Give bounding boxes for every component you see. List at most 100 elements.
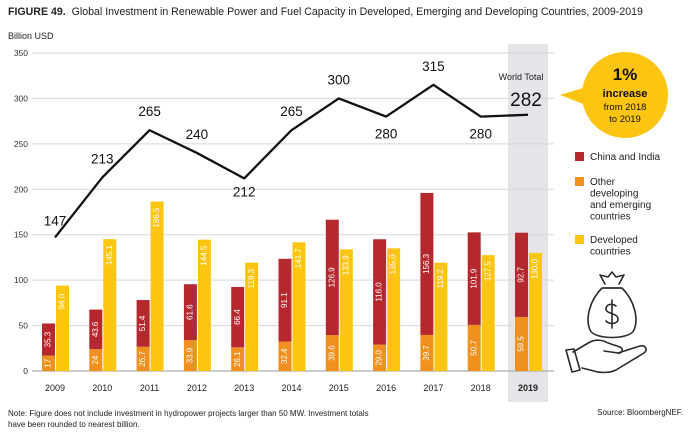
bar-china-india	[183, 284, 197, 341]
bar-china-india	[278, 258, 292, 342]
callout-line: to 2019	[609, 114, 641, 125]
callout-line: from 2018	[604, 102, 647, 113]
x-tick-label: 2019	[518, 383, 538, 393]
callout-percent: 1%	[613, 65, 638, 84]
hand-path	[572, 339, 647, 374]
y-tick-label: 50	[19, 321, 29, 331]
data-label: 24	[91, 355, 100, 364]
data-label: 94.0	[58, 293, 67, 309]
world-total-line	[54, 83, 529, 239]
legend-swatch	[575, 152, 584, 161]
legend-label: developing	[590, 189, 638, 200]
total-label: 315	[422, 59, 445, 74]
total-label: 240	[186, 127, 209, 142]
data-label: 127.5	[483, 261, 492, 282]
data-label: 119.2	[436, 268, 445, 288]
data-label: 26.1	[233, 351, 242, 367]
data-label: 135.0	[389, 254, 398, 275]
legend-label: countries	[590, 212, 631, 223]
x-tick-label: 2012	[187, 383, 207, 393]
dollar-sign	[605, 299, 619, 329]
bar-developed	[339, 249, 353, 371]
bar-china-india	[136, 300, 150, 347]
bar-china-india	[89, 309, 103, 350]
data-label: 29.0	[375, 349, 384, 365]
x-tick-label: 2013	[234, 383, 254, 393]
legend-swatch	[575, 177, 584, 186]
bar-developed	[245, 262, 259, 371]
bar-other-developing	[136, 346, 150, 371]
bar-other-developing	[278, 341, 292, 371]
hand-cuff	[565, 348, 581, 373]
legend-swatch	[575, 235, 584, 244]
total-label: 213	[91, 151, 114, 166]
total-label: 300	[328, 72, 351, 87]
data-label: 186.5	[152, 207, 161, 228]
legend-label: China and India	[590, 152, 660, 163]
data-label: 43.6	[91, 321, 100, 337]
bar-other-developing	[231, 347, 245, 371]
bar-other-developing	[420, 334, 434, 371]
hand-icon	[565, 339, 647, 374]
data-label: 145.1	[105, 245, 114, 266]
world-total-value: 282	[510, 90, 542, 111]
bar-developed	[56, 285, 69, 371]
data-label: 66.4	[233, 309, 242, 325]
data-label: 92.7	[517, 266, 526, 282]
legend-label: and emerging	[590, 200, 651, 211]
data-label: 126.9	[327, 267, 336, 288]
data-label: 116.0	[375, 282, 384, 302]
bar-developed	[197, 239, 211, 371]
data-label: 144.5	[200, 245, 209, 266]
y-tick-label: 250	[14, 139, 28, 149]
data-label: 156.3	[422, 253, 431, 274]
data-label: 26.7	[138, 351, 147, 367]
bar-other-developing	[325, 335, 339, 371]
bar-developed	[103, 239, 117, 371]
bag-body	[587, 287, 637, 339]
x-tick-label: 2014	[281, 383, 301, 393]
x-tick-label: 2009	[45, 383, 65, 393]
x-tick-label: 2016	[376, 383, 396, 393]
total-label: 265	[138, 104, 161, 119]
bag-tie	[599, 271, 625, 289]
bar-china-india	[467, 232, 481, 325]
data-label: 101.9	[469, 268, 478, 289]
data-label: 35.3	[44, 331, 53, 347]
data-label: 51.4	[138, 315, 147, 331]
total-label: 147	[44, 213, 67, 228]
bar-other-developing	[183, 340, 197, 371]
y-tick-label: 200	[14, 184, 28, 194]
bar-other-developing	[373, 344, 387, 371]
bar-china-india	[42, 323, 55, 356]
bar-china-india	[515, 232, 528, 317]
total-label: 212	[233, 184, 256, 199]
bar-china-india	[373, 239, 387, 345]
data-label: 32.4	[280, 348, 289, 364]
bar-developed	[150, 201, 164, 371]
total-label: 265	[280, 104, 303, 119]
total-label: 280	[375, 127, 398, 142]
bar-china-india	[420, 192, 434, 335]
figure-label: FIGURE 49.	[8, 6, 66, 18]
bar-other-developing	[515, 316, 528, 371]
figure-title: Global Investment in Renewable Power and…	[71, 6, 643, 18]
y-axis-unit: Billion USD	[8, 31, 54, 41]
legend-label: countries	[590, 247, 631, 258]
data-label: 59.5	[517, 336, 526, 352]
data-label: 130.0	[531, 258, 540, 279]
x-tick-label: 2015	[329, 383, 349, 393]
y-tick-label: 300	[14, 93, 28, 103]
data-label: 141.7	[294, 248, 303, 269]
callout-pointer	[560, 87, 586, 105]
x-tick-label: 2010	[92, 383, 112, 393]
data-label: 39.6	[327, 345, 336, 361]
x-tick-label: 2018	[471, 383, 491, 393]
money-bag-icon	[587, 271, 637, 339]
total-label: 280	[469, 127, 492, 142]
bar-other-developing	[89, 349, 103, 371]
source-note: Source: BloombergNEF.	[597, 408, 683, 417]
data-label: 119.3	[247, 268, 256, 288]
world-total-label: World Total	[499, 72, 544, 82]
